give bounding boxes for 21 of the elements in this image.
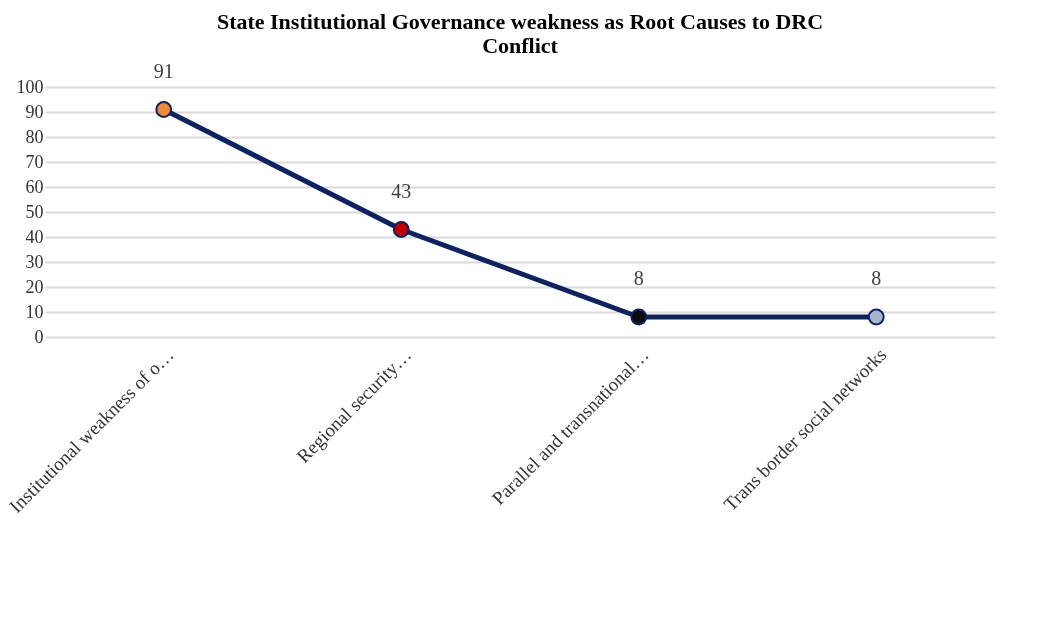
- y-tick-label: 90: [25, 101, 44, 122]
- y-tick-label: 60: [25, 176, 44, 197]
- point: [155, 101, 173, 118]
- y-tick-label: 20: [25, 276, 44, 297]
- y-tick-label: 100: [16, 76, 44, 97]
- y-tick-label: 10: [25, 301, 44, 322]
- data-label: 43: [391, 179, 412, 202]
- data-label: 91: [153, 59, 174, 82]
- point: [867, 308, 885, 326]
- y-tick-label: 0: [34, 326, 44, 347]
- data-label: 8: [871, 267, 882, 289]
- y-tick-label: 80: [25, 126, 44, 147]
- text: Conflict: [482, 32, 558, 58]
- y-tick-label: 70: [25, 151, 44, 172]
- text: State Institutional Governance weakness as Root Causes to DRC: [216, 8, 824, 34]
- y-tick-label: 40: [25, 226, 44, 247]
- point: [630, 308, 648, 326]
- data-label: 8: [633, 267, 644, 289]
- y-tick-label: 30: [25, 251, 44, 272]
- y-tick-label: 50: [25, 201, 44, 222]
- point: [392, 221, 410, 238]
